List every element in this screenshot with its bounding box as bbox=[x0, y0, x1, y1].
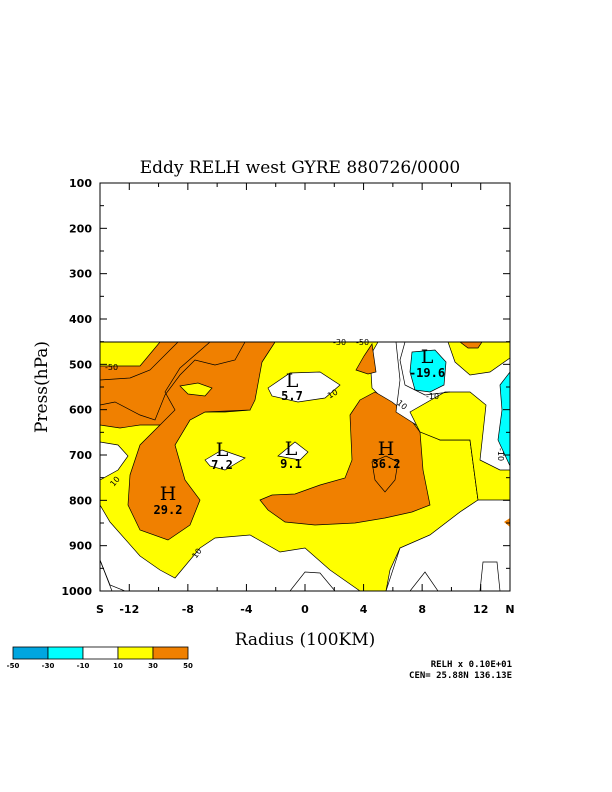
fill-white-oval-left bbox=[179, 382, 213, 397]
extremum-H-36: H 36.2 bbox=[372, 438, 401, 471]
extremum-L-9: L 9.1 bbox=[280, 438, 302, 471]
fill-yellow-right bbox=[447, 342, 510, 376]
legend-swatch bbox=[12, 646, 49, 660]
footer-scale: RELH x 0.10E+01 bbox=[431, 660, 512, 670]
y-tick-label: 300 bbox=[69, 268, 92, 281]
chart-title: Eddy RELH west GYRE 880726/0000 bbox=[140, 158, 461, 178]
legend-label: 50 bbox=[183, 662, 193, 670]
extremum-letter: L bbox=[216, 439, 229, 461]
y-tick-label: 600 bbox=[69, 404, 92, 417]
x-tick-label: -12 bbox=[119, 603, 139, 616]
x-tick-label: -4 bbox=[240, 603, 253, 616]
extremum-letter: L bbox=[421, 346, 434, 368]
y-tick-label: 800 bbox=[69, 494, 92, 507]
fill-orange-top-center bbox=[355, 343, 377, 375]
x-axis: S -12 -8 -4 0 4 8 12 N bbox=[96, 183, 515, 616]
fill-white-left bbox=[100, 441, 129, 481]
x-tick-label: S bbox=[96, 603, 104, 616]
fill-cyan-right-edge bbox=[497, 371, 510, 467]
legend-label: -50 bbox=[7, 662, 20, 670]
extremum-value: 7.2 bbox=[211, 458, 233, 472]
extremum-L-7: L 7.2 bbox=[211, 439, 233, 472]
contour-labels: -30 -50 -10 -10 10 10 10 10 -50 bbox=[105, 338, 505, 560]
extremum-L-19: L -19.6 bbox=[409, 346, 445, 380]
contour-label: -10 bbox=[496, 448, 505, 461]
contour-fills bbox=[100, 342, 510, 591]
contour-label: -50 bbox=[105, 363, 118, 372]
y-tick-label: 900 bbox=[69, 540, 92, 553]
contour-label: -50 bbox=[356, 338, 369, 347]
fill-white-bottom-center bbox=[289, 571, 336, 591]
contour-label: 10 bbox=[326, 388, 339, 401]
x-tick-label: N bbox=[505, 603, 514, 616]
extremum-value: -19.6 bbox=[409, 366, 445, 380]
fill-white-bottom-right2 bbox=[479, 561, 501, 591]
contour-line-left-1 bbox=[100, 342, 179, 381]
legend-swatch bbox=[47, 646, 84, 660]
extremum-value: 5.7 bbox=[281, 389, 303, 403]
color-legend: -50 -30 -10 10 30 50 bbox=[7, 646, 193, 670]
contour-line-h362-inner bbox=[371, 455, 399, 493]
extremum-value: 36.2 bbox=[372, 457, 401, 471]
extremum-value: 29.2 bbox=[154, 503, 183, 517]
x-tick-label: -8 bbox=[182, 603, 194, 616]
footer-center: CEN= 25.88N 136.13E bbox=[409, 671, 512, 681]
extremum-letter: H bbox=[160, 483, 177, 505]
extremum-H-29: H 29.2 bbox=[154, 483, 183, 517]
fill-cyan-L196 bbox=[409, 349, 447, 393]
legend-swatch bbox=[82, 646, 119, 660]
y-tick-label: 700 bbox=[69, 449, 92, 462]
x-tick-label: 0 bbox=[301, 603, 309, 616]
extremum-value: 9.1 bbox=[280, 457, 302, 471]
contour-line-right-1 bbox=[399, 342, 451, 396]
y-axis-label: Press(hPa) bbox=[32, 341, 52, 433]
contour-label: -30 bbox=[333, 338, 346, 347]
fill-orange-left-H bbox=[127, 342, 276, 541]
contour-line-right-2 bbox=[100, 559, 113, 591]
y-tick-label: 400 bbox=[69, 313, 92, 326]
extremum-letter: H bbox=[378, 438, 395, 460]
contour-line-left-2 bbox=[100, 342, 246, 421]
legend-label: 10 bbox=[113, 662, 123, 670]
contour-label: -10 bbox=[426, 392, 439, 401]
x-tick-label: 12 bbox=[473, 603, 488, 616]
x-axis-label: Radius (100KM) bbox=[235, 630, 376, 650]
legend-label: -30 bbox=[42, 662, 55, 670]
fill-white-L91 bbox=[277, 441, 309, 461]
x-tick-label: 8 bbox=[418, 603, 426, 616]
y-tick-label: 1000 bbox=[61, 585, 92, 598]
fill-yellow-band-right bbox=[409, 391, 510, 501]
y-tick-label: 100 bbox=[69, 177, 92, 190]
y-tick-label: 500 bbox=[69, 358, 92, 371]
fill-white-bottom-right bbox=[409, 571, 439, 591]
legend-swatch bbox=[117, 646, 154, 660]
fill-white-L57 bbox=[267, 371, 341, 403]
x-tick-label: 4 bbox=[360, 603, 368, 616]
legend-label: -10 bbox=[77, 662, 90, 670]
fill-white-L72 bbox=[204, 449, 246, 471]
y-tick-label: 200 bbox=[69, 222, 92, 235]
legend-swatch bbox=[152, 646, 189, 660]
extremum-L-5: L 5.7 bbox=[281, 370, 303, 403]
extremum-letter: L bbox=[285, 438, 298, 460]
fill-orange-right-tiny bbox=[459, 342, 483, 349]
y-axis: 100 200 300 400 500 600 700 800 900 1000 bbox=[61, 177, 510, 598]
legend-label: 30 bbox=[148, 662, 158, 670]
extremum-letter: L bbox=[286, 370, 299, 392]
